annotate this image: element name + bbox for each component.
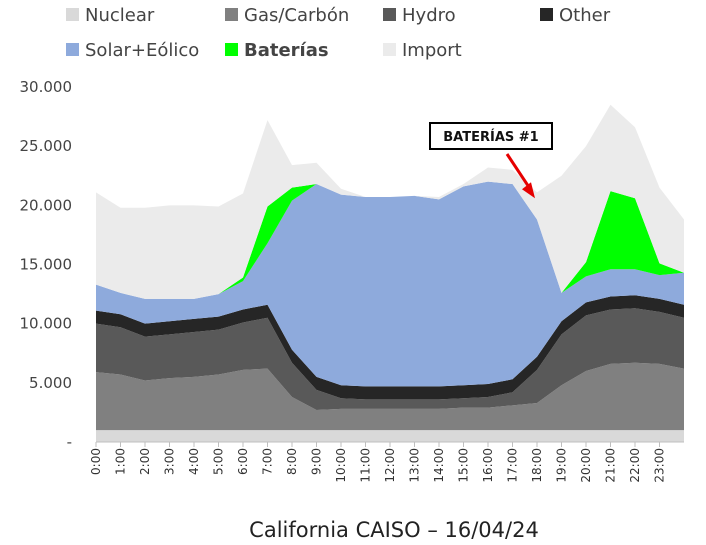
x-tick-label: 17:00 (506, 448, 520, 483)
legend: Nuclear Gas/Carbón Hydro Other Solar+Eólico B… (66, 5, 611, 61)
y-tick-label: 5.000 (29, 374, 72, 392)
legend-swatch-nuclear (66, 8, 79, 21)
legend-swatch-import (383, 43, 396, 56)
legend-label-nuclear: Nuclear (85, 5, 155, 26)
y-tick-label: 20.000 (20, 196, 73, 214)
x-tick-label: 6:00 (236, 448, 250, 475)
legend-label-gas-carbon: Gas/Carbón (244, 5, 349, 26)
x-tick-label: 15:00 (457, 448, 471, 483)
legend-item-hydro: Hydro (383, 5, 456, 26)
legend-item-nuclear: Nuclear (66, 5, 155, 26)
legend-label-other: Other (559, 5, 611, 26)
legend-swatch-other (540, 8, 553, 21)
annotation-box (429, 122, 553, 150)
area-other (96, 295, 684, 400)
legend-item-import: Import (383, 40, 462, 61)
y-tick-label: 25.000 (20, 137, 73, 155)
legend-swatch-hydro (383, 8, 396, 21)
x-tick-label: 0:00 (89, 448, 103, 475)
x-tick-label: 22:00 (628, 448, 642, 483)
x-tick-label: 20:00 (579, 448, 593, 483)
annotation: BATERÍAS #1 (429, 122, 553, 199)
area-import (96, 104, 684, 299)
x-axis-ticks: 0:00 1:00 2:00 3:00 4:00 5:00 6:00 7:00 8:00 9:00… (89, 441, 684, 483)
x-tick-label: 23:00 (653, 448, 667, 483)
legend-swatch-baterias (225, 43, 238, 56)
x-tick-label: 19:00 (555, 448, 569, 483)
y-tick-label: 15.000 (20, 256, 73, 274)
x-tick-label: 4:00 (187, 448, 201, 475)
legend-label-import: Import (402, 40, 462, 61)
legend-swatch-solar-eolico (66, 43, 79, 56)
x-tick-label: 5:00 (212, 448, 226, 475)
x-tick-label: 2:00 (138, 448, 152, 475)
legend-label-baterias: Baterías (244, 40, 329, 61)
y-tick-label: 30.000 (20, 78, 73, 96)
area-hydro (96, 308, 684, 411)
x-tick-label: 11:00 (359, 448, 373, 483)
legend-item-baterias: Baterías (225, 40, 329, 61)
x-tick-label: 21:00 (604, 448, 618, 483)
axes: - 5.000 10.000 15.000 20.000 25.000 30.000 (20, 78, 73, 451)
legend-item-gas-carbon: Gas/Carbón (225, 5, 349, 26)
x-tick-label: 14:00 (432, 448, 446, 483)
x-tick-label: 18:00 (530, 448, 544, 483)
legend-label-solar-eolico: Solar+Eólico (85, 40, 199, 61)
annotation-arrow-shaft (505, 153, 533, 192)
legend-item-other: Other (540, 5, 611, 26)
x-tick-label: 16:00 (481, 448, 495, 483)
area-solar-eolico (96, 181, 684, 387)
x-tick-label: 12:00 (383, 448, 397, 483)
legend-item-solar-eolico: Solar+Eólico (66, 40, 199, 61)
legend-swatch-gas-carbon (225, 8, 238, 21)
x-tick-label: 9:00 (310, 448, 324, 475)
x-tick-label: 3:00 (163, 448, 177, 475)
x-tick-label: 10:00 (334, 448, 348, 483)
x-tick-label: 13:00 (408, 448, 422, 483)
annotation-arrow-head (522, 182, 535, 199)
area-gas-carbon (96, 362, 684, 431)
legend-label-hydro: Hydro (402, 5, 456, 26)
area-nuclear (96, 430, 684, 442)
x-tick-label: 1:00 (114, 448, 128, 475)
y-tick-label: - (67, 433, 72, 451)
annotation-label: BATERÍAS #1 (443, 129, 538, 145)
chart-caption: California CAISO – 16/04/24 (249, 518, 539, 542)
x-tick-label: 7:00 (261, 448, 275, 475)
y-tick-label: 10.000 (20, 315, 73, 333)
x-tick-label: 8:00 (285, 448, 299, 475)
stacked-areas (96, 104, 684, 442)
